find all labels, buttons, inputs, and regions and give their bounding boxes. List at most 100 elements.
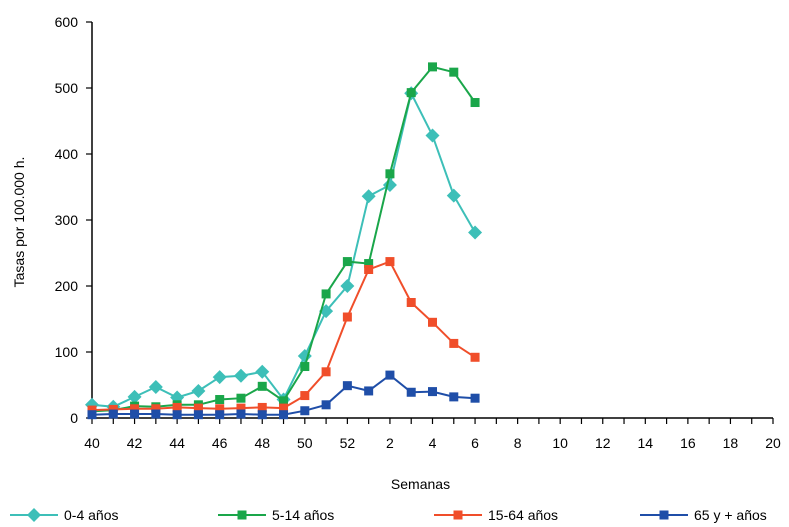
- x-tick-label: 10: [552, 435, 568, 451]
- data-point: [342, 381, 352, 391]
- legend-marker: [27, 508, 41, 522]
- data-point: [127, 389, 142, 404]
- y-tick-label: 100: [55, 344, 79, 360]
- y-tick-label: 300: [55, 212, 79, 228]
- data-point: [406, 88, 416, 98]
- series-2: [87, 257, 480, 415]
- series-3: [87, 370, 480, 420]
- y-tick-label: 400: [55, 146, 79, 162]
- legend-label: 0-4 años: [64, 507, 118, 523]
- data-point: [385, 169, 395, 179]
- data-point: [361, 189, 376, 204]
- data-point: [300, 406, 310, 416]
- data-point: [468, 225, 483, 240]
- data-point: [255, 364, 270, 379]
- data-point: [172, 402, 182, 412]
- data-point: [406, 298, 416, 307]
- data-point: [470, 352, 480, 362]
- data-point: [257, 410, 267, 420]
- data-point: [321, 400, 331, 410]
- legend-marker: [659, 510, 669, 520]
- x-axis-title: Semanas: [391, 476, 450, 492]
- x-tick-label: 52: [340, 435, 356, 451]
- data-point: [236, 393, 246, 403]
- series-0: [85, 86, 483, 414]
- data-point: [428, 62, 437, 72]
- data-point: [215, 395, 225, 405]
- data-point: [130, 409, 140, 419]
- data-point: [321, 289, 331, 299]
- y-tick-label: 200: [55, 278, 79, 294]
- y-tick-label: 500: [55, 80, 79, 96]
- x-tick-label: 16: [680, 435, 696, 451]
- data-point: [385, 370, 395, 380]
- data-point: [212, 370, 227, 385]
- data-point: [428, 387, 437, 397]
- data-point: [342, 257, 352, 267]
- data-point: [279, 396, 289, 406]
- data-point: [300, 362, 310, 372]
- data-point: [449, 67, 459, 77]
- x-tick-label: 40: [84, 435, 100, 451]
- data-point: [342, 312, 352, 322]
- data-point: [215, 404, 225, 414]
- data-point: [364, 259, 374, 269]
- data-point: [425, 128, 440, 143]
- legend-item-0: 0-4 años: [10, 507, 118, 523]
- data-point: [428, 317, 437, 327]
- data-point: [364, 386, 374, 396]
- data-point: [215, 410, 225, 420]
- x-tick-label: 50: [297, 435, 313, 451]
- data-point: [257, 381, 267, 391]
- data-point: [321, 367, 331, 377]
- series-lines: [85, 62, 483, 420]
- data-point: [130, 404, 140, 414]
- x-tick-label: 12: [595, 435, 611, 451]
- series-line: [91, 260, 476, 412]
- x-tick-label: 18: [723, 435, 739, 451]
- data-point: [300, 391, 310, 401]
- legend-item-2: 15-64 años: [434, 507, 558, 523]
- data-point: [364, 265, 374, 274]
- data-point: [446, 188, 461, 203]
- data-point: [236, 403, 246, 413]
- legend-label: 5-14 años: [272, 507, 334, 523]
- data-point: [279, 410, 289, 420]
- data-point: [193, 410, 203, 420]
- x-tick-label: 20: [765, 435, 781, 451]
- data-point: [151, 404, 161, 414]
- legend-label: 65 y + años: [694, 507, 767, 523]
- y-axis-title: Tasas por 100.000 h.: [11, 157, 27, 288]
- data-point: [449, 338, 459, 348]
- x-tick-label: 46: [212, 435, 228, 451]
- data-point: [233, 368, 248, 383]
- legend: 0-4 años 5-14 años 15-64 años 65 y + años: [10, 507, 767, 523]
- data-point: [236, 409, 246, 419]
- x-tick-label: 44: [169, 435, 185, 451]
- data-point: [340, 279, 355, 293]
- data-point: [406, 387, 416, 397]
- data-point: [470, 98, 480, 108]
- x-tick-label: 14: [638, 435, 654, 451]
- data-point: [87, 410, 97, 420]
- y-tick-label: 0: [70, 410, 78, 426]
- legend-label: 15-64 años: [488, 507, 558, 523]
- data-point: [449, 392, 459, 402]
- y-tick-label: 600: [55, 14, 79, 30]
- legend-marker: [453, 510, 463, 520]
- data-point: [148, 379, 163, 394]
- data-point: [193, 403, 203, 413]
- x-tick-label: 48: [254, 435, 270, 451]
- x-tick-label: 4: [429, 435, 437, 451]
- series-1: [87, 62, 480, 416]
- x-tick-label: 42: [127, 435, 143, 451]
- series-line: [91, 65, 476, 413]
- data-point: [279, 403, 289, 413]
- legend-item-3: 65 y + años: [640, 507, 767, 523]
- data-point: [151, 409, 161, 419]
- data-point: [470, 393, 480, 403]
- series-line: [91, 90, 476, 408]
- data-point: [108, 409, 118, 419]
- x-tick-label: 2: [386, 435, 394, 451]
